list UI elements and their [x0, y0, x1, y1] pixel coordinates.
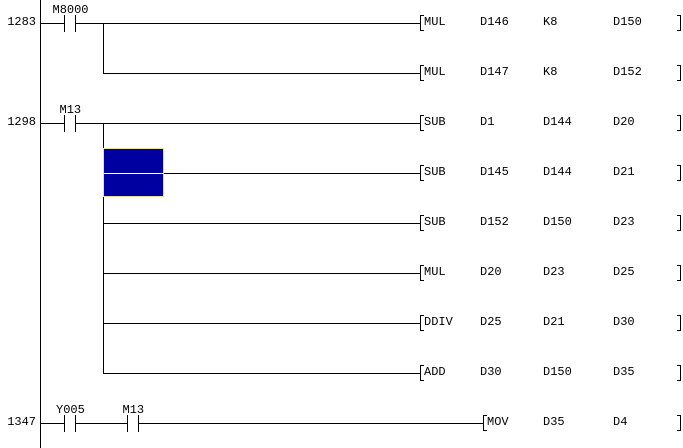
contact-device-label[interactable]: M13 [122, 403, 145, 417]
contact-device-label[interactable]: M13 [59, 103, 82, 117]
instruction-mnemonic[interactable]: MOV [487, 415, 509, 429]
instruction-operand[interactable]: D145 [480, 165, 509, 179]
step-number: 1347 [7, 415, 36, 429]
instruction-operand[interactable]: K8 [543, 15, 558, 29]
instruction-operand[interactable]: D146 [480, 15, 509, 29]
instruction-operand[interactable]: D30 [480, 365, 502, 379]
instruction-operand[interactable]: D4 [613, 415, 628, 429]
instruction-operand[interactable]: D150 [543, 365, 572, 379]
instruction-mnemonic[interactable]: SUB [424, 115, 446, 129]
instruction-operand[interactable]: D20 [613, 115, 635, 129]
instruction-operand[interactable]: D35 [543, 415, 565, 429]
instruction-operand[interactable]: D147 [480, 65, 509, 79]
instruction-operand[interactable]: D152 [613, 65, 642, 79]
instruction-operand[interactable]: D23 [613, 215, 635, 229]
step-number: 1298 [7, 115, 36, 129]
instruction-operand[interactable]: D144 [543, 115, 572, 129]
instruction-operand[interactable]: D25 [480, 315, 502, 329]
instruction-mnemonic[interactable]: MUL [424, 15, 446, 29]
step-number: 1283 [7, 15, 36, 29]
instruction-operand[interactable]: D150 [543, 215, 572, 229]
instruction-operand[interactable]: D152 [480, 215, 509, 229]
contact-device-label[interactable]: M8000 [52, 3, 89, 17]
cursor-rung-line [104, 173, 163, 174]
instruction-operand[interactable]: D25 [613, 265, 635, 279]
instruction-operand[interactable]: D150 [613, 15, 642, 29]
instruction-operand[interactable]: D144 [543, 165, 572, 179]
instruction-operand[interactable]: K8 [543, 65, 558, 79]
instruction-mnemonic[interactable]: SUB [424, 215, 446, 229]
instruction-operand[interactable]: D1 [480, 115, 495, 129]
instruction-operand[interactable]: D35 [613, 365, 635, 379]
instruction-operand[interactable]: D20 [480, 265, 502, 279]
instruction-operand[interactable]: D21 [543, 315, 565, 329]
instruction-operand[interactable]: D30 [613, 315, 635, 329]
instruction-mnemonic[interactable]: ADD [424, 365, 446, 379]
instruction-mnemonic[interactable]: SUB [424, 165, 446, 179]
instruction-operand[interactable]: D23 [543, 265, 565, 279]
contact-device-label[interactable]: Y005 [56, 403, 85, 417]
instruction-mnemonic[interactable]: MUL [424, 65, 446, 79]
instruction-mnemonic[interactable]: DDIV [424, 315, 453, 329]
instruction-mnemonic[interactable]: MUL [424, 265, 446, 279]
edit-cursor[interactable] [103, 148, 164, 197]
instruction-operand[interactable]: D21 [613, 165, 635, 179]
